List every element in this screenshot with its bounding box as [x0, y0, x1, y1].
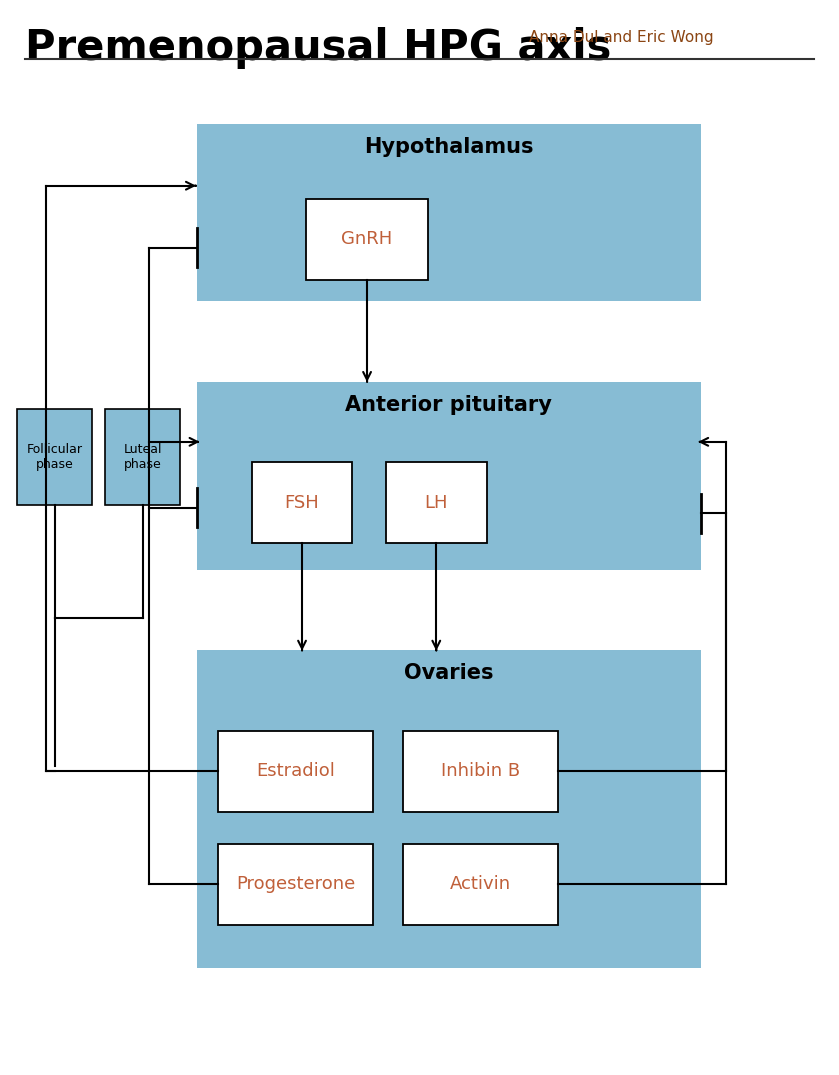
Bar — [218, 731, 373, 812]
Text: Hypothalamus: Hypothalamus — [364, 137, 534, 157]
Bar — [403, 844, 558, 924]
Bar — [105, 408, 180, 505]
Text: Luteal
phase: Luteal phase — [123, 443, 162, 471]
Bar — [403, 731, 558, 812]
Text: GnRH: GnRH — [341, 230, 393, 248]
Text: FSH: FSH — [284, 493, 320, 512]
Bar — [306, 199, 428, 280]
Text: Follicular
phase: Follicular phase — [27, 443, 82, 471]
Bar — [197, 124, 701, 301]
Bar — [17, 408, 92, 505]
Text: Premenopausal HPG axis: Premenopausal HPG axis — [25, 27, 612, 69]
Bar — [386, 462, 487, 543]
Text: Activin: Activin — [450, 875, 511, 893]
Bar — [197, 650, 701, 968]
Text: LH: LH — [425, 493, 448, 512]
Text: Estradiol: Estradiol — [256, 762, 336, 780]
Text: Anterior pituitary: Anterior pituitary — [346, 395, 552, 415]
Text: Ovaries: Ovaries — [404, 663, 493, 684]
Bar — [252, 462, 352, 543]
Text: Inhibin B: Inhibin B — [440, 762, 520, 780]
Bar — [197, 382, 701, 570]
Text: Anna Dul and Eric Wong: Anna Dul and Eric Wong — [529, 30, 713, 45]
Text: Progesterone: Progesterone — [236, 875, 356, 893]
Bar — [218, 844, 373, 924]
